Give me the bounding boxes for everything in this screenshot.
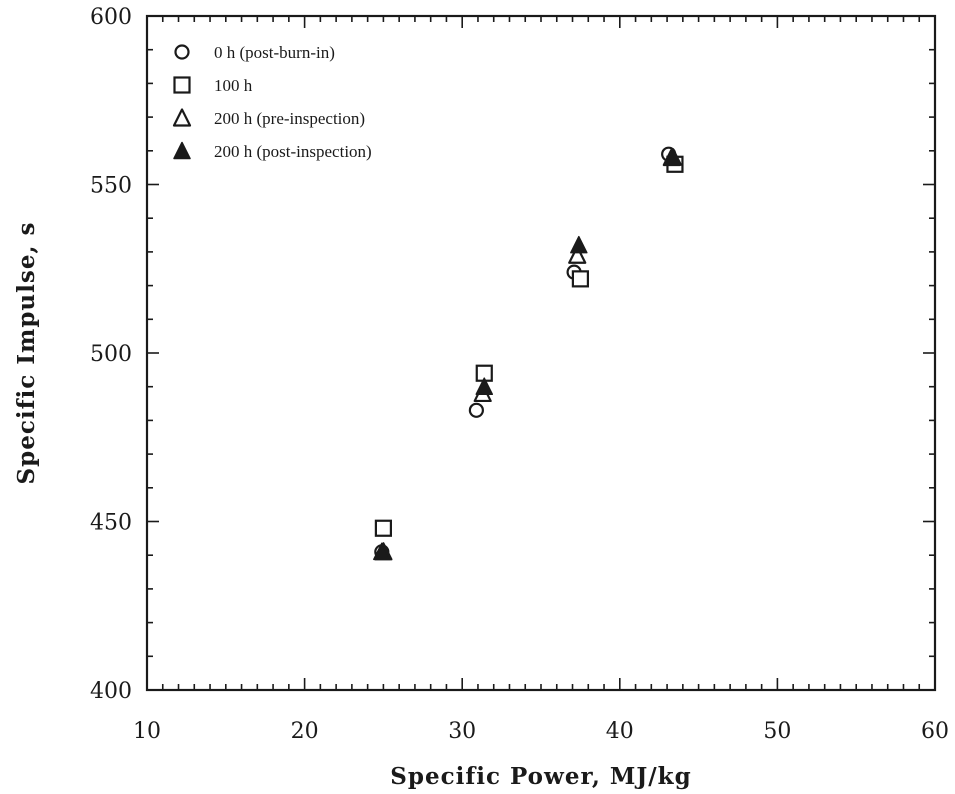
legend-label: 200 h (pre-inspection) [214, 109, 365, 128]
data-point-triangle-filled [664, 148, 683, 166]
data-point-triangle-open [568, 245, 587, 264]
x-tick-label: 60 [921, 719, 949, 744]
legend-marker-triangle-open [172, 108, 192, 127]
x-tick-label: 30 [448, 719, 476, 744]
legend-label: 100 h [214, 76, 253, 95]
x-tick-label: 10 [133, 719, 161, 744]
y-tick-label: 500 [90, 342, 132, 367]
x-tick-label: 40 [606, 719, 634, 744]
y-tick-label: 400 [90, 679, 132, 704]
legend-marker-triangle-filled [173, 141, 191, 160]
legend-marker-square-open [173, 76, 191, 94]
x-tick-label: 50 [763, 719, 791, 744]
legend-label: 200 h (post-inspection) [214, 142, 372, 161]
data-point-square-open [571, 270, 590, 288]
data-point-square-open [374, 519, 392, 537]
data-point-triangle-filled [475, 377, 494, 395]
y-axis-title: Specific Impulse, s [13, 222, 40, 485]
legend-marker-circle-open [174, 44, 190, 60]
y-tick-label: 600 [90, 5, 132, 30]
y-tick-label: 450 [90, 511, 132, 536]
x-tick-label: 20 [291, 719, 319, 744]
x-axis-title: Specific Power, MJ/kg [390, 763, 691, 790]
legend-label: 0 h (post-burn-in) [214, 43, 335, 62]
data-point-circle-open [468, 402, 484, 418]
y-tick-label: 550 [90, 174, 132, 199]
data-point-triangle-filled [373, 542, 391, 561]
data-point-triangle-filled [570, 235, 588, 254]
